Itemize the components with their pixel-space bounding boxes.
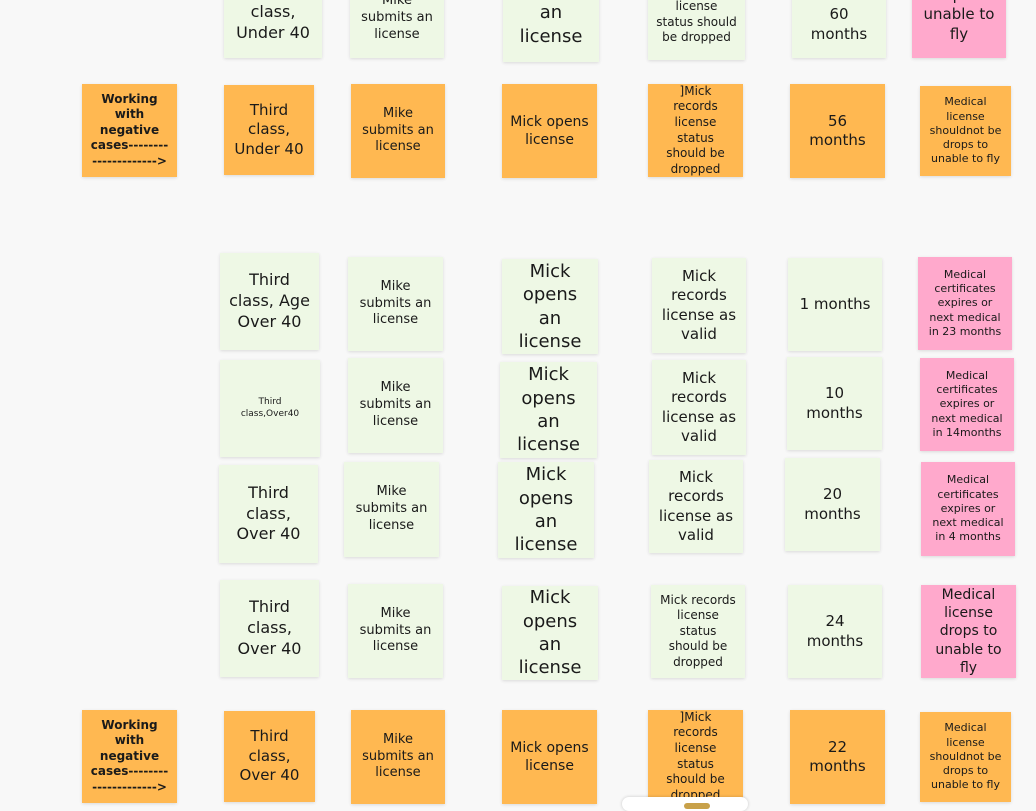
sticky-note[interactable]: Medical certificates expires or next med… [920, 358, 1014, 451]
sticky-note[interactable]: ]Mick records license status should be d… [648, 710, 743, 803]
sticky-note[interactable]: 20 months [785, 458, 880, 551]
sticky-note[interactable]: Mike submits an license [344, 462, 439, 557]
sticky-note[interactable]: 24 months [788, 585, 882, 678]
sticky-note[interactable]: Third class,Over40 [220, 360, 320, 457]
sticky-note[interactable]: license status should be dropped [648, 0, 745, 60]
sticky-note[interactable]: Third class, Age Over 40 [220, 253, 319, 350]
sticky-note[interactable]: 1 months [788, 258, 882, 351]
sticky-note[interactable]: Mick records license as valid [652, 258, 746, 353]
sticky-note[interactable]: Third class, Over 40 [224, 711, 315, 802]
sticky-note[interactable]: Mike submits an license [348, 584, 443, 678]
sticky-note[interactable]: ]Mick records license status should be d… [648, 84, 743, 177]
sticky-note[interactable]: Mick opens an license [502, 586, 598, 680]
sticky-note[interactable]: Working with negative cases-------------… [82, 710, 177, 803]
sticky-note[interactable]: Mike submits an license [351, 84, 445, 178]
sticky-note[interactable]: Mick records license status should be dr… [651, 585, 745, 678]
sticky-note[interactable]: Mick opens an license [502, 259, 598, 354]
sticky-note[interactable]: Mick opens license [502, 710, 597, 804]
sticky-note[interactable]: Mick records license as valid [649, 460, 743, 553]
sticky-note[interactable]: opens an license [503, 0, 599, 62]
sticky-note[interactable]: Mike submits an license [350, 0, 444, 58]
sticky-note[interactable]: Mike submits an license [351, 710, 445, 804]
sticky-note[interactable]: Mike submits an license [348, 358, 443, 453]
sticky-note[interactable]: Medical license shouldnot be drops to un… [920, 86, 1011, 176]
sticky-note[interactable]: Medical license drops to unable to fly [921, 585, 1016, 678]
sticky-note[interactable]: 56 months [790, 84, 885, 178]
sticky-note[interactable]: Mick opens an license [498, 462, 594, 558]
toolbar-handle[interactable] [684, 803, 710, 809]
sticky-note[interactable]: Third class, Over 40 [219, 465, 318, 563]
toolbar[interactable] [622, 797, 748, 811]
sticky-note[interactable]: Working with negative cases-------------… [82, 84, 177, 177]
sticky-note[interactable]: 60 months [792, 0, 886, 58]
sticky-note[interactable]: drops to unable to fly [912, 0, 1006, 58]
sticky-note[interactable]: Medical certificates expires or next med… [921, 462, 1015, 556]
sticky-note[interactable]: Mick opens an license [500, 362, 597, 458]
sticky-note[interactable]: Third class, Under 40 [224, 85, 314, 175]
sticky-note[interactable]: Mick opens license [502, 84, 597, 178]
sticky-note[interactable]: Mike submits an license [348, 257, 443, 351]
sticky-note[interactable]: Medical certificates expires or next med… [918, 257, 1012, 350]
sticky-note[interactable]: Medical license shouldnot be drops to un… [920, 712, 1011, 802]
sticky-note[interactable]: class, Under 40 [224, 0, 322, 58]
sticky-note[interactable]: 22 months [790, 710, 885, 804]
sticky-note[interactable]: Mick records license as valid [652, 360, 746, 455]
sticky-note[interactable]: Third class, Over 40 [220, 580, 319, 677]
sticky-note[interactable]: 10 months [787, 357, 882, 450]
